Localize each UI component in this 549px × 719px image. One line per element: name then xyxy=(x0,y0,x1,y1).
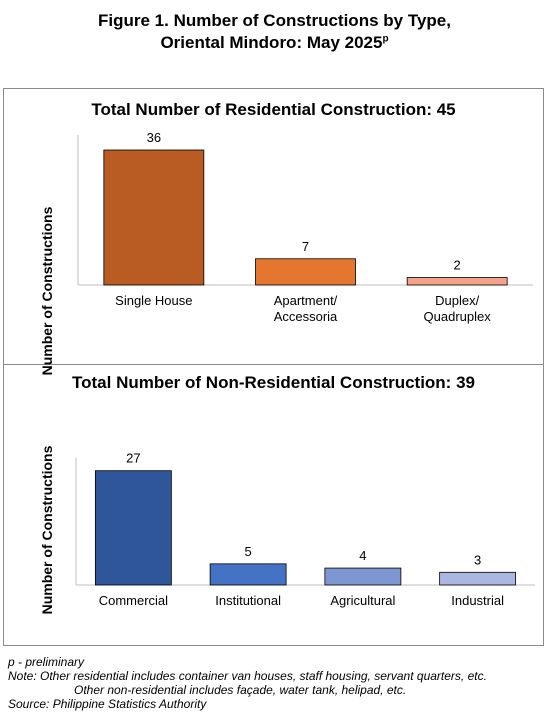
residential-category-label-1: Apartment/Accessoria xyxy=(274,293,338,324)
nonresidential-chart-title: Total Number of Non-Residential Construc… xyxy=(72,373,475,392)
nonresidential-panel: Total Number of Non-Residential Construc… xyxy=(3,365,544,645)
panel-divider xyxy=(3,364,544,365)
footnote-note-nonresidential: Other non-residential includes façade, w… xyxy=(74,683,407,697)
nonresidential-data-label-0: 27 xyxy=(126,451,140,466)
residential-bar-2 xyxy=(406,277,508,286)
nonresidential-bar-1 xyxy=(209,563,287,586)
nonresidential-data-label-3: 3 xyxy=(474,552,481,567)
footnote-source: Source: Philippine Statistics Authority xyxy=(8,697,207,711)
residential-bar-1 xyxy=(255,258,356,286)
residential-data-label-2: 2 xyxy=(454,258,461,273)
footnote-preliminary: p - preliminary xyxy=(8,655,85,669)
nonresidential-category-label-2: Agricultural xyxy=(330,593,395,608)
nonresidential-bar-3 xyxy=(439,571,517,586)
nonresidential-bar-2 xyxy=(324,567,402,586)
residential-category-label-2: Duplex/Quadruplex xyxy=(424,293,492,324)
figure-title: Figure 1. Number of Constructions by Typ… xyxy=(0,10,549,54)
residential-data-label-1: 7 xyxy=(302,239,309,254)
nonresidential-data-label-2: 4 xyxy=(359,548,366,563)
figure-title-line2-text: Oriental Mindoro: May 2025 xyxy=(160,33,383,52)
footnote-note-residential: Note: Other residential includes contain… xyxy=(8,669,487,683)
figure-title-line1: Figure 1. Number of Constructions by Typ… xyxy=(98,11,451,30)
residential-bar-chart: 36 Single House 7 Apartment/Accessoria 2 Dupl… xyxy=(77,130,533,324)
figure-title-superscript: p xyxy=(382,33,389,45)
residential-bar-0 xyxy=(103,149,205,286)
residential-chart-title: Total Number of Residential Construction… xyxy=(91,100,456,119)
nonresidential-bar-0 xyxy=(94,470,172,586)
nonresidential-data-label-1: 5 xyxy=(245,544,252,559)
residential-data-label-0: 36 xyxy=(147,130,161,145)
chart-frame xyxy=(3,88,544,646)
nonresidential-category-label-3: Industrial xyxy=(451,593,504,608)
footnotes: p - preliminary Note: Other residential … xyxy=(8,655,487,711)
nonresidential-bar-chart: 27 Commercial 5 Institutional 4 Agricultural 3… xyxy=(75,451,535,608)
nonresidential-category-label-0: Commercial xyxy=(99,593,168,608)
residential-panel: Total Number of Residential Construction… xyxy=(3,88,544,375)
nonresidential-category-label-1: Institutional xyxy=(215,593,281,608)
residential-category-label-0: Single House xyxy=(115,293,192,308)
figure-title-line2: Oriental Mindoro: May 2025p xyxy=(0,32,549,54)
